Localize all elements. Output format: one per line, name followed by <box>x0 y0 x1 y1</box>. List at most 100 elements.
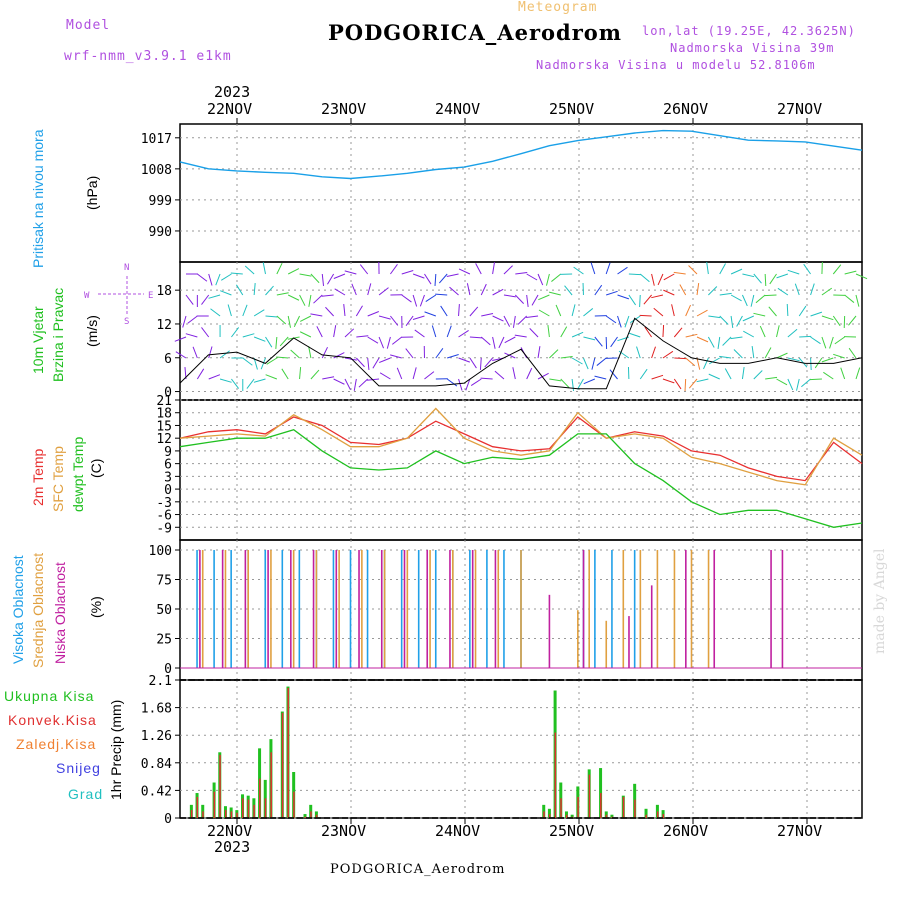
y-tick-label: 18 <box>156 284 172 299</box>
y-tick-label: 100 <box>149 544 172 559</box>
wind-arrow <box>753 312 766 317</box>
wind-arrow <box>743 330 755 338</box>
wind-arrow <box>696 378 709 383</box>
y-tick-label: 6 <box>164 458 172 473</box>
wind-arrow <box>628 332 641 338</box>
wind-arrow <box>794 283 800 296</box>
wind-arrow <box>571 304 576 317</box>
y-tick-label: 0 <box>164 386 172 401</box>
precip-conv-bar <box>588 774 591 818</box>
wind-arrow <box>424 311 437 317</box>
wind-arrow <box>549 349 559 359</box>
wind-arrow <box>639 368 648 380</box>
wind-arrow <box>577 378 584 390</box>
bottom-day-label: 24NOV <box>435 822 481 840</box>
bottom-day-label: 22NOV <box>207 822 253 840</box>
wind-arrow <box>343 304 346 317</box>
wind-arrow <box>449 286 459 296</box>
wind-arrow <box>480 283 487 296</box>
wind-arrow <box>276 356 289 359</box>
wind-arrow <box>504 352 516 359</box>
wind-arrow <box>253 283 256 296</box>
wind-arrow <box>538 309 550 317</box>
bottom-day-label: 23NOV <box>321 822 367 840</box>
wind-arrow <box>730 315 734 328</box>
wind-arrow <box>299 294 306 306</box>
wind-arrow <box>333 378 345 385</box>
wind-arrow <box>458 303 460 317</box>
precip-conv-bar <box>315 814 318 818</box>
wind-arrow <box>594 336 603 347</box>
wind-arrow <box>235 284 244 296</box>
wind-arrow <box>424 273 432 285</box>
precip-conv-bar <box>565 814 568 818</box>
footer-station: PODGORICA_Aerodrom <box>330 862 506 877</box>
wind-arrow <box>405 348 414 359</box>
y-tick-label: 15 <box>156 419 172 434</box>
wind-arrow <box>201 294 210 305</box>
wind-arrow <box>322 376 335 380</box>
wind-arrow <box>719 292 732 296</box>
wind-arrow <box>719 355 732 359</box>
y-tick-label: 1.26 <box>141 729 172 744</box>
wind-arrow <box>560 378 570 388</box>
wind-arrow <box>674 357 687 360</box>
top-day-label: 24NOV <box>435 100 481 118</box>
wind-arrow <box>469 306 479 317</box>
wind-arrow <box>733 349 743 359</box>
precip-conv-bar <box>213 791 216 818</box>
top-day-label: 22NOV <box>207 100 253 118</box>
compass-letter: N <box>124 263 129 273</box>
wind-arrow <box>265 336 273 348</box>
meteogram-label: Meteogram <box>518 0 598 15</box>
wind-arrow <box>281 368 289 380</box>
wind-arrow <box>605 315 617 324</box>
wind-arrow <box>776 378 788 386</box>
wind-arrow <box>673 378 682 390</box>
wind-arrow <box>776 352 788 359</box>
wind-arrow <box>220 290 232 296</box>
wind-arrow <box>469 336 482 339</box>
wind-arrow <box>458 330 469 338</box>
wind-arrow <box>290 349 300 359</box>
wind-arrow <box>425 294 437 302</box>
wind-arrow <box>628 273 641 276</box>
wind-arrow <box>526 367 533 380</box>
wind-arrow <box>798 305 807 317</box>
y-tick-label: -3 <box>156 496 172 511</box>
wind-arrow <box>829 336 834 349</box>
wind-arrow <box>512 315 516 328</box>
wind-arrow <box>833 353 845 359</box>
wind-arrow <box>265 315 278 318</box>
wind-arrow <box>708 286 718 296</box>
wind-arrow <box>555 304 562 317</box>
wind-arrow <box>548 291 561 296</box>
y-tick-label: 0.84 <box>141 757 172 772</box>
wind-arrow <box>777 287 789 296</box>
wind-arrow <box>325 306 334 317</box>
wind-arrow <box>764 294 777 297</box>
y-tick-label: 1008 <box>141 163 172 178</box>
precip-conv-bar <box>554 732 557 818</box>
wind-arrow <box>175 351 187 359</box>
wind-arrow <box>412 294 418 307</box>
wind-arrow <box>844 294 855 303</box>
compass-letter: W <box>84 291 90 301</box>
wind-arrow <box>480 336 491 346</box>
wind-arrow <box>185 333 198 338</box>
wind-arrow <box>355 305 363 317</box>
precip-conv-bar <box>634 799 636 818</box>
y-tick-label: 0 <box>164 662 172 677</box>
wind-arrow <box>651 374 664 380</box>
wind-arrow <box>609 369 618 380</box>
wind-arrow <box>685 333 698 338</box>
wind-arrow <box>573 266 584 275</box>
panel-frame <box>179 261 863 401</box>
wind-arrow <box>359 264 369 275</box>
wind-arrow <box>564 285 573 296</box>
wind-arrow <box>628 294 637 306</box>
temp-series-line <box>179 416 863 482</box>
wind-arrow <box>299 273 312 277</box>
wind-arrow <box>742 315 754 322</box>
wind-arrow <box>492 336 496 349</box>
